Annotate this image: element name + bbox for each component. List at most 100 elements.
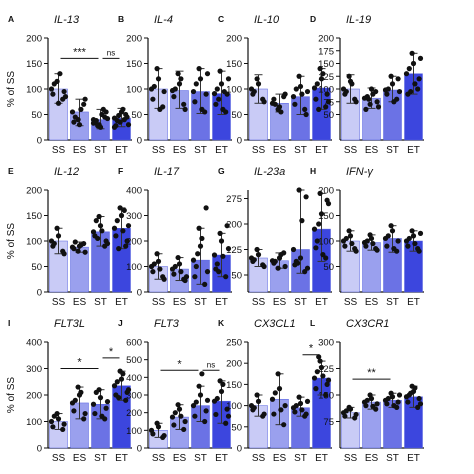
- data-point: [95, 235, 101, 242]
- data-point: [195, 251, 201, 257]
- data-point: [211, 90, 218, 97]
- data-point: [121, 207, 127, 213]
- data-point: [199, 235, 205, 242]
- data-point: [395, 399, 401, 405]
- data-point: [96, 213, 102, 220]
- panel-title: CX3CL1: [254, 318, 296, 330]
- category-label: SS: [344, 297, 358, 308]
- y-tick-label: 150: [226, 380, 242, 391]
- category-label: ES: [365, 297, 379, 308]
- y-tick-label: 125: [226, 245, 242, 256]
- data-point: [151, 261, 157, 267]
- data-point: [55, 233, 62, 239]
- data-point: [218, 81, 225, 87]
- data-point: [203, 408, 209, 414]
- data-point: [325, 99, 332, 105]
- data-point: [192, 274, 198, 280]
- data-point: [375, 104, 382, 110]
- y-axis-label: % of SS: [6, 223, 17, 259]
- data-point: [409, 50, 415, 56]
- data-point: [353, 411, 359, 418]
- data-point: [415, 404, 421, 410]
- data-point: [51, 413, 57, 419]
- data-point: [182, 106, 188, 112]
- panel-c: C IL-10 0 50 100 150 200 SS ES ST ET: [218, 14, 332, 156]
- data-point: [55, 100, 62, 106]
- category-label: ST: [94, 145, 107, 156]
- data-point: [395, 238, 401, 244]
- data-point: [82, 249, 88, 255]
- y-tick-label: 200: [226, 220, 242, 231]
- data-point: [97, 395, 104, 401]
- data-point: [221, 88, 227, 95]
- data-point: [150, 431, 156, 437]
- data-point: [81, 416, 87, 422]
- data-point: [296, 187, 302, 193]
- data-point: [99, 228, 105, 234]
- data-point: [320, 373, 326, 379]
- data-point: [367, 101, 373, 107]
- data-point: [51, 240, 57, 247]
- panel-i: I FLT3L 0 100 200 300 400 SS ES ST ET * * % of SS: [6, 318, 132, 464]
- data-point: [203, 205, 209, 211]
- y-tick-label: 50: [31, 110, 42, 121]
- data-point: [316, 354, 322, 360]
- y-tick-label: 50: [31, 262, 42, 273]
- data-point: [90, 401, 97, 407]
- data-point: [103, 405, 109, 411]
- data-point: [254, 246, 260, 253]
- data-point: [299, 218, 305, 224]
- data-point: [51, 81, 57, 87]
- data-point: [346, 228, 352, 234]
- category-label: ST: [386, 145, 399, 156]
- y-axis-label: % of SS: [6, 71, 17, 107]
- data-point: [175, 254, 181, 261]
- panel-letter: C: [218, 14, 224, 24]
- data-point: [199, 106, 205, 112]
- data-point: [202, 281, 208, 287]
- data-point: [199, 371, 205, 377]
- y-tick-label: 50: [323, 110, 334, 121]
- data-point: [318, 211, 325, 217]
- panel-k: K CX3CL1 0 50 100 150 200 250 SS ES ST ET *: [218, 318, 332, 464]
- data-point: [317, 358, 323, 364]
- y-tick-label: 75: [323, 97, 334, 108]
- data-point: [408, 88, 414, 95]
- data-point: [295, 260, 301, 266]
- data-point: [196, 225, 202, 231]
- data-point: [48, 418, 55, 425]
- data-point: [406, 235, 412, 242]
- panel-title: IL-13: [54, 14, 80, 26]
- data-point: [197, 392, 204, 398]
- data-point: [282, 403, 288, 409]
- data-point: [416, 395, 422, 402]
- data-point: [278, 109, 284, 115]
- data-point: [120, 371, 126, 377]
- data-point: [82, 410, 88, 417]
- data-point: [417, 230, 424, 236]
- data-point: [318, 76, 325, 82]
- data-point: [169, 414, 176, 420]
- data-point: [220, 106, 226, 112]
- data-point: [251, 257, 257, 263]
- significance-label: ns: [207, 360, 215, 369]
- data-point: [104, 115, 111, 122]
- panel-letter: D: [310, 14, 316, 24]
- data-point: [114, 218, 120, 224]
- data-point: [251, 405, 257, 411]
- y-tick-label: 100: [126, 85, 142, 96]
- data-point: [276, 104, 283, 110]
- y-tick-label: 100: [26, 237, 42, 248]
- data-point: [313, 386, 319, 392]
- data-point: [216, 269, 222, 275]
- data-point: [154, 66, 160, 72]
- data-point: [405, 243, 411, 249]
- y-tick-label: 300: [126, 391, 142, 402]
- data-point: [342, 243, 348, 249]
- category-label: ET: [315, 297, 328, 308]
- data-point: [175, 71, 181, 77]
- category-label: ST: [194, 145, 207, 156]
- data-point: [290, 246, 297, 253]
- y-tick-label: 0: [137, 288, 142, 299]
